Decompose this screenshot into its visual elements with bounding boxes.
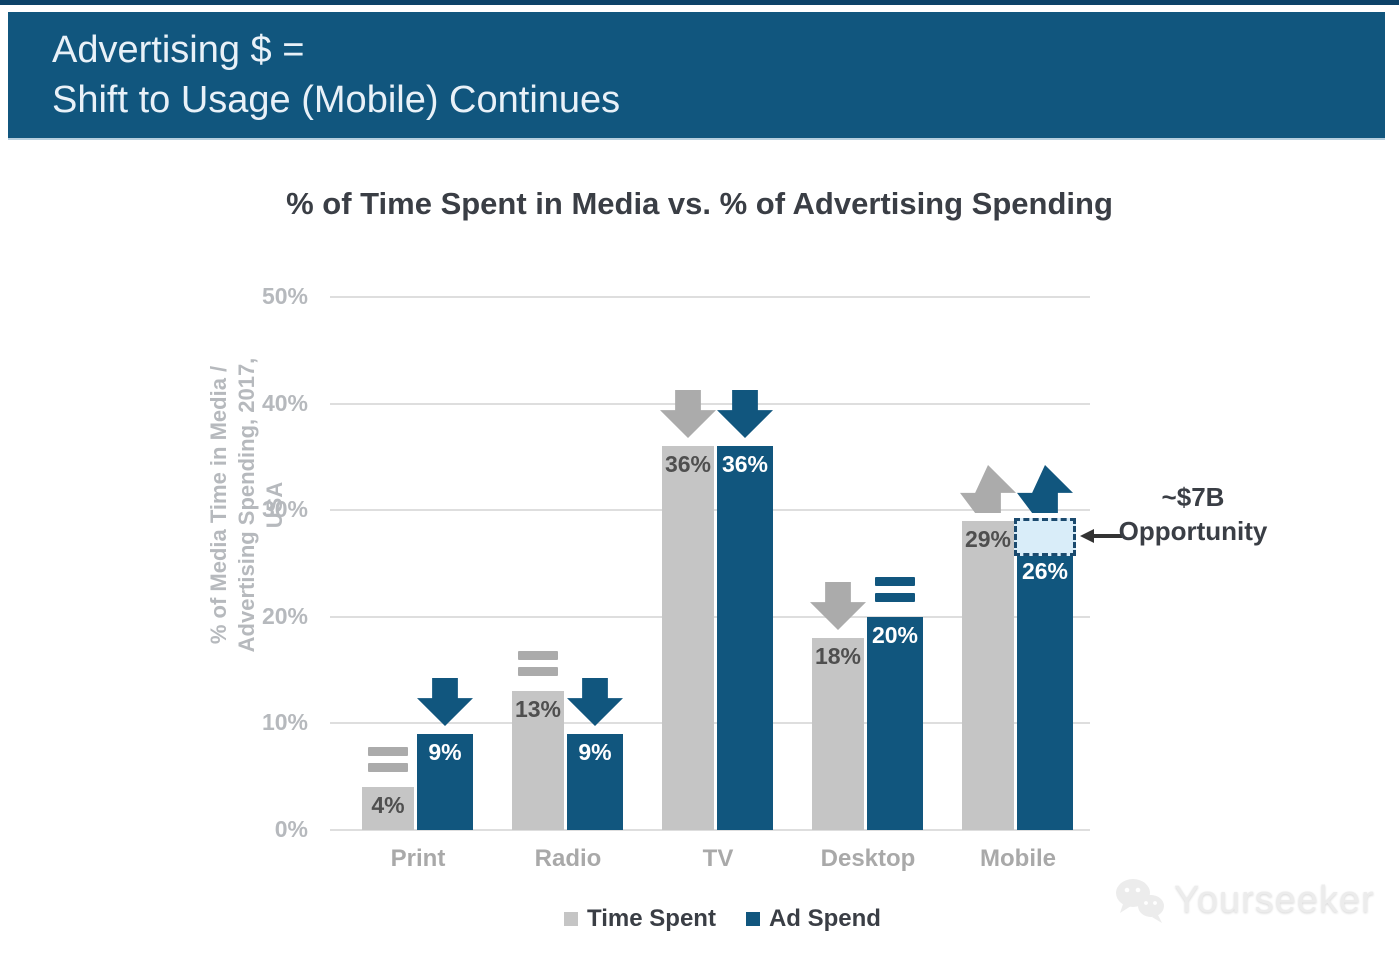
- left-arrow-icon: [1080, 529, 1122, 543]
- bar-radio-time-spent: 13%: [512, 691, 564, 830]
- bar-mobile-ad-spend: 26%: [1017, 553, 1073, 830]
- down-arrow-indicator-tv-ad-spend: [717, 390, 773, 438]
- bar-tv-ad-spend: 36%: [717, 446, 773, 830]
- bar-group-tv: 36% 36%: [660, 297, 773, 830]
- bar-value-mobile-ad-spend: 26%: [1021, 558, 1069, 584]
- bar-value-mobile-time-spent: 29%: [964, 526, 1012, 552]
- down-arrow-indicator-print-ad-spend: [417, 678, 473, 726]
- plot-area: 4% 9% 13% 9% 36% 36% 18% 20% 29% 26%: [330, 296, 1090, 831]
- bar-group-radio: 13% 9%: [512, 297, 623, 830]
- watermark-text: Yourseeker: [1174, 878, 1375, 921]
- banner-line2: Shift to Usage (Mobile) Continues: [52, 79, 621, 122]
- y-tick-30-: 30%: [261, 496, 308, 522]
- bar-value-tv-ad-spend: 36%: [721, 451, 769, 477]
- flat-indicator-desktop-ad-spend: [875, 577, 915, 602]
- legend-swatch-ad-spend: [745, 912, 760, 926]
- down-arrow-indicator-tv-time-spent: [660, 390, 716, 438]
- bar-print-time-spent: 4%: [362, 787, 414, 830]
- x-label-radio: Radio: [534, 845, 602, 872]
- up-arrow-indicator-mobile-time-spent: [960, 465, 1016, 513]
- wechat-icon: [1116, 879, 1164, 923]
- gridline-40-: [330, 403, 1090, 405]
- y-tick-40-: 40%: [261, 390, 308, 416]
- bar-tv-time-spent: 36%: [662, 446, 714, 830]
- y-tick-20-: 20%: [261, 603, 308, 629]
- y-tick-0-: 0%: [274, 816, 308, 842]
- equals-bar: [368, 763, 408, 772]
- bar-print-ad-spend: 9%: [417, 734, 473, 830]
- bar-value-desktop-ad-spend: 20%: [871, 622, 919, 648]
- legend-item-time-spent: Time Spent: [564, 905, 716, 933]
- legend-label-time-spent: Time Spent: [587, 905, 716, 932]
- title-banner: Advertising $ = Shift to Usage (Mobile) …: [8, 12, 1385, 138]
- flat-indicator-print-time-spent: [368, 747, 408, 772]
- banner-line1: Advertising $ =: [52, 29, 305, 71]
- bar-value-print-ad-spend: 9%: [428, 739, 462, 765]
- legend-swatch-time-spent: [564, 912, 579, 926]
- flat-indicator-radio-time-spent: [518, 651, 558, 676]
- down-arrow-indicator-radio-ad-spend: [567, 678, 623, 726]
- gridline-0-: [330, 829, 1090, 831]
- equals-bar: [875, 577, 915, 586]
- bar-value-tv-time-spent: 36%: [664, 451, 712, 477]
- bar-value-print-time-spent: 4%: [371, 792, 405, 818]
- opportunity-annotation: ~$7B Opportunity: [1118, 481, 1268, 549]
- x-label-print: Print: [390, 845, 446, 872]
- opportunity-gap-box: [1014, 518, 1076, 556]
- bar-group-desktop: 18% 20%: [810, 297, 923, 830]
- up-arrow-indicator-mobile-ad-spend: [1017, 465, 1073, 513]
- legend: Time Spent Ad Spend: [0, 905, 1399, 933]
- legend-item-ad-spend: Ad Spend: [745, 905, 881, 933]
- bar-desktop-ad-spend: 20%: [867, 617, 923, 830]
- bar-value-radio-ad-spend: 9%: [578, 739, 612, 765]
- bar-value-desktop-time-spent: 18%: [814, 643, 862, 669]
- y-tick-10-: 10%: [261, 709, 308, 735]
- bar-radio-ad-spend: 9%: [567, 734, 623, 830]
- watermark: Yourseeker: [1112, 875, 1375, 925]
- bar-group-print: 4% 9%: [362, 297, 473, 830]
- bar-group-mobile: 29% 26%: [960, 297, 1076, 830]
- y-tick-50-: 50%: [261, 283, 308, 309]
- equals-bar: [518, 667, 558, 676]
- opportunity-label: Opportunity: [1118, 515, 1268, 546]
- gridline-50-: [330, 296, 1090, 298]
- equals-bar: [368, 747, 408, 756]
- legend-label-ad-spend: Ad Spend: [768, 905, 881, 932]
- bar-value-radio-time-spent: 13%: [514, 696, 562, 722]
- chart-title: % of Time Spent in Media vs. % of Advert…: [286, 186, 1113, 221]
- equals-bar: [518, 651, 558, 660]
- x-label-desktop: Desktop: [820, 845, 916, 872]
- x-label-mobile: Mobile: [980, 845, 1056, 872]
- top-border: [0, 0, 1399, 5]
- bar-mobile-time-spent: 29%: [962, 521, 1014, 830]
- equals-bar: [875, 593, 915, 602]
- x-label-tv: TV: [702, 845, 734, 872]
- down-arrow-indicator-desktop-time-spent: [810, 582, 866, 630]
- opportunity-value: ~$7B: [1161, 482, 1225, 512]
- bar-desktop-time-spent: 18%: [812, 638, 864, 830]
